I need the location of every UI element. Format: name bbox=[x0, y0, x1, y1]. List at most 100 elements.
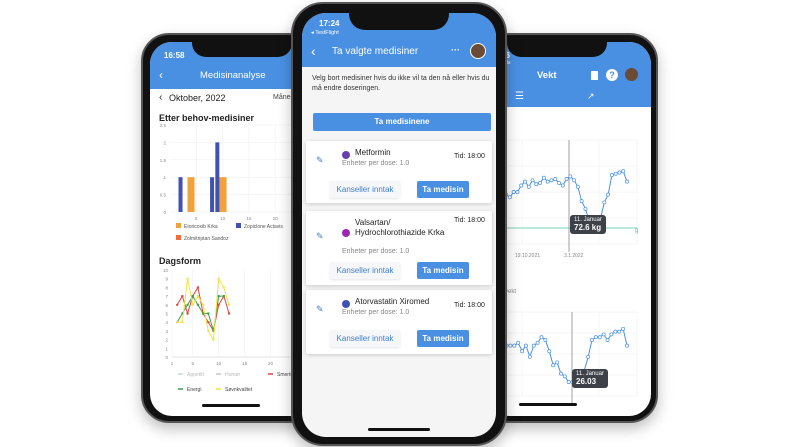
intro-text: Velg bort medisiner hvis du ikke vil ta … bbox=[312, 75, 490, 92]
data-point bbox=[516, 340, 521, 345]
data-point bbox=[547, 349, 552, 354]
data-point bbox=[507, 195, 512, 200]
avatar[interactable] bbox=[625, 68, 638, 81]
x-tick: 19.10.2021 bbox=[515, 253, 541, 259]
data-point bbox=[207, 312, 210, 315]
data-point bbox=[191, 294, 194, 298]
medicine-dose: Enheter per dose: 1.0 bbox=[342, 248, 410, 255]
data-point bbox=[613, 329, 618, 334]
left-screen: 16:58 ‹ Medisinanalyse ‹ Oktober, 2022 M… bbox=[150, 42, 314, 416]
bar bbox=[178, 177, 183, 212]
take-medicine-button[interactable]: Ta medisin bbox=[417, 330, 469, 347]
edit-icon[interactable]: ✎ bbox=[316, 231, 324, 241]
edit-icon[interactable]: ✎ bbox=[316, 155, 324, 165]
y-tick-label: 0.5 bbox=[160, 193, 167, 198]
data-point bbox=[196, 286, 200, 289]
x-tick-label: 5 bbox=[195, 216, 198, 221]
data-point bbox=[508, 343, 513, 348]
legend-label: Zopiclone Actavis bbox=[244, 224, 283, 230]
legend-label: Appetitt bbox=[187, 372, 205, 378]
y-tick-label: 1.5 bbox=[160, 158, 167, 163]
data-point bbox=[217, 294, 220, 298]
medicine-card: ✎ Atorvastatin Xiromed Tid: 18:00 Enhete… bbox=[306, 290, 492, 354]
data-point bbox=[558, 371, 563, 376]
data-point bbox=[553, 177, 558, 181]
data-point bbox=[590, 338, 594, 342]
data-point bbox=[196, 294, 200, 298]
help-icon[interactable]: ? bbox=[606, 69, 618, 81]
data-point bbox=[201, 312, 205, 315]
y-tick-label: 1 bbox=[163, 175, 166, 180]
data-point bbox=[613, 171, 618, 176]
cancel-intake-button[interactable]: Kanseller inntak bbox=[330, 181, 400, 198]
y-tick-label: 2.5 bbox=[160, 123, 167, 128]
legend-label: Energi bbox=[187, 387, 201, 393]
y-tick-label: 0 bbox=[165, 355, 168, 360]
y-tick-label: 4 bbox=[165, 320, 168, 325]
data-point bbox=[560, 183, 565, 188]
data-point bbox=[549, 178, 554, 183]
list-tab-icon[interactable]: ☰ bbox=[515, 91, 524, 102]
take-all-button[interactable]: Ta medisinene bbox=[313, 113, 491, 131]
data-point bbox=[186, 303, 189, 306]
data-point bbox=[535, 340, 540, 345]
back-icon[interactable]: ‹ bbox=[159, 68, 163, 82]
data-point bbox=[186, 277, 189, 280]
medicine-time: Tid: 18:00 bbox=[454, 153, 485, 160]
y-tick-label: 2 bbox=[165, 338, 168, 343]
y-tick-label: 9 bbox=[165, 277, 168, 282]
bar bbox=[215, 142, 220, 212]
data-point bbox=[579, 199, 584, 204]
period-label: Oktober, 2022 bbox=[169, 93, 226, 103]
legend-label: Humør bbox=[225, 372, 241, 378]
data-point bbox=[602, 200, 607, 205]
take-medicine-button[interactable]: Ta medisin bbox=[417, 181, 469, 198]
medicine-time: Tid: 18:00 bbox=[454, 217, 485, 224]
medicine-name: Metformin bbox=[355, 148, 391, 157]
data-point bbox=[586, 354, 591, 359]
cancel-intake-button[interactable]: Kanseller inntak bbox=[330, 262, 400, 279]
data-point bbox=[217, 303, 220, 306]
bar-section-title: Etter behov-medisiner bbox=[159, 113, 255, 123]
cancel-intake-button[interactable]: Kanseller inntak bbox=[330, 330, 400, 347]
data-point bbox=[606, 192, 611, 197]
period-mode[interactable]: Måned bbox=[273, 94, 295, 101]
data-point bbox=[564, 177, 569, 181]
back-icon[interactable]: ‹ bbox=[311, 43, 316, 59]
data-point bbox=[227, 303, 231, 306]
data-point bbox=[515, 190, 520, 194]
bookmark-icon[interactable] bbox=[591, 71, 598, 80]
data-point bbox=[557, 180, 561, 185]
goal-tag: g bbox=[635, 228, 639, 234]
data-point bbox=[512, 343, 517, 348]
data-point bbox=[207, 321, 210, 324]
status-time: 16:58 bbox=[164, 51, 185, 60]
prev-period-icon[interactable]: ‹ bbox=[159, 92, 163, 103]
medicine-color-dot bbox=[342, 300, 350, 308]
data-point bbox=[181, 294, 184, 298]
data-point bbox=[531, 343, 536, 348]
medicine-card: ✎ Valsartan/ Hydrochlorothiazide Krka Ti… bbox=[306, 211, 492, 285]
y-tick-label: 3 bbox=[165, 329, 168, 334]
y-tick-label: 7 bbox=[165, 294, 168, 299]
data-point bbox=[524, 343, 528, 348]
right-phone: 16 ghts Vekt ? ☰ ↗ ekt g 11. Januar72.6 … bbox=[478, 33, 658, 423]
legend-label: Smerte bbox=[277, 372, 293, 378]
legend-swatch bbox=[176, 235, 181, 240]
take-medicine-button[interactable]: Ta medisin bbox=[417, 262, 469, 279]
edit-icon[interactable]: ✎ bbox=[316, 304, 324, 314]
medicine-dose: Enheter per dose: 1.0 bbox=[342, 160, 410, 167]
data-point bbox=[207, 329, 210, 333]
data-point bbox=[520, 349, 525, 354]
data-point bbox=[511, 190, 516, 194]
medicine-time: Tid: 18:00 bbox=[454, 302, 485, 309]
status-back-app[interactable]: ◂ TestFlight bbox=[311, 30, 339, 36]
avatar[interactable] bbox=[470, 43, 486, 59]
medicine-name: Atorvastatin Xiromed bbox=[355, 297, 430, 306]
data-point bbox=[526, 184, 531, 189]
data-point bbox=[175, 321, 179, 324]
chart-tab-icon[interactable]: ↗ bbox=[587, 91, 595, 101]
data-point bbox=[196, 303, 200, 306]
data-point bbox=[539, 335, 544, 340]
more-icon[interactable]: ··· bbox=[451, 45, 460, 55]
